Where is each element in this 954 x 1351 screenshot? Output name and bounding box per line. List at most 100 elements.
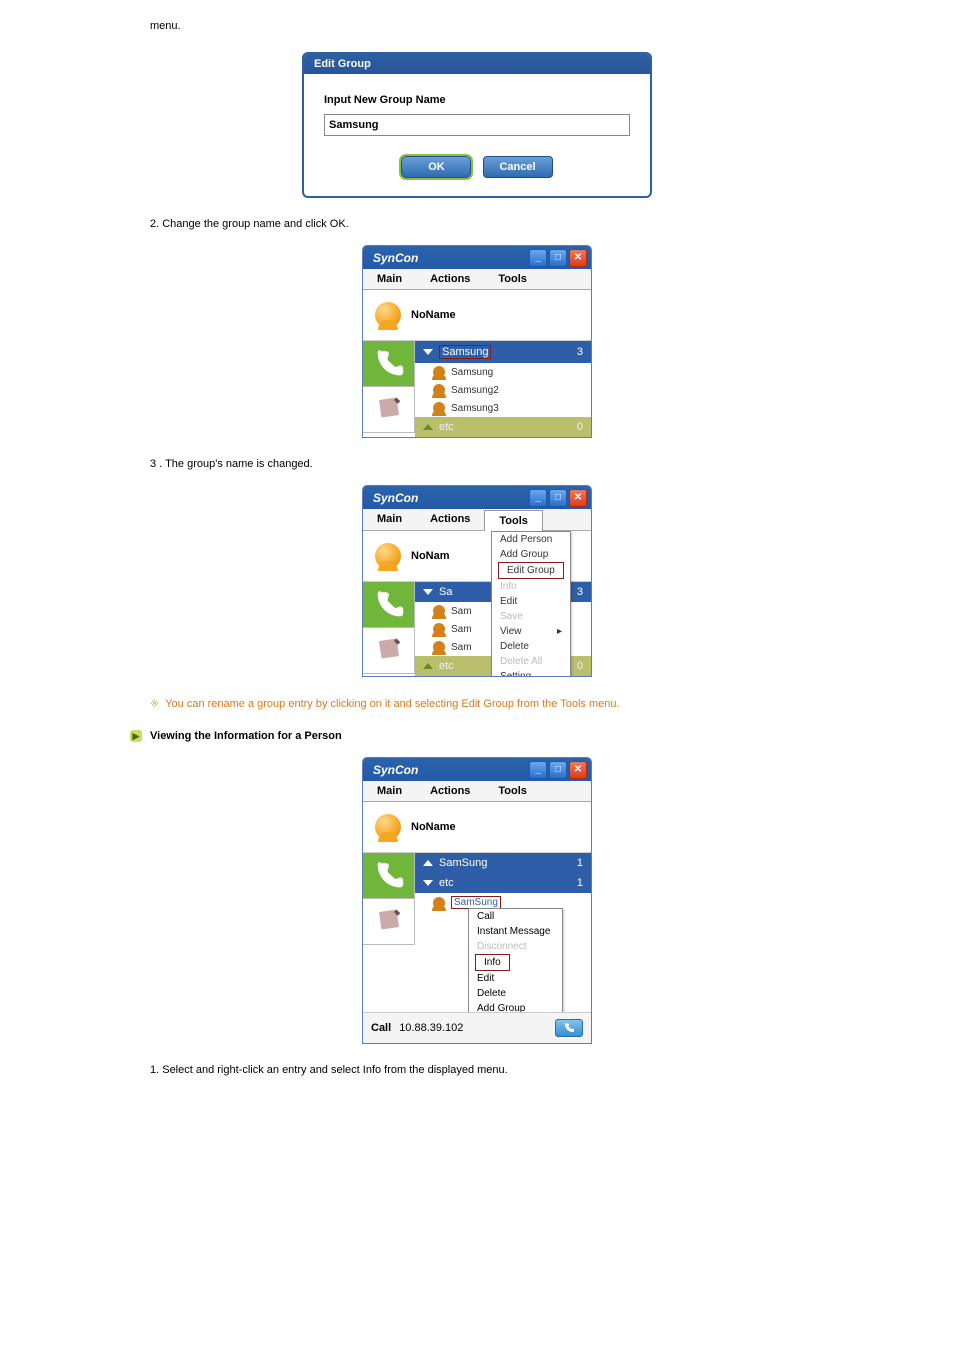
group-b-count: 1 — [577, 877, 583, 889]
tools-dropdown: Add Person Add Group Edit Group Info Edi… — [491, 531, 571, 677]
person-label: Samsung3 — [451, 403, 499, 414]
current-user-label: NoName — [411, 309, 456, 321]
menu-main[interactable]: Main — [363, 509, 416, 530]
mi-delete[interactable]: Delete — [492, 639, 570, 654]
section-header-text: Viewing the Information for a Person — [150, 730, 342, 742]
group-samsung-count: 3 — [577, 586, 583, 598]
sidebar-contacts-icon[interactable] — [363, 341, 414, 387]
menu-tools[interactable]: Tools — [484, 510, 543, 531]
current-user-label: NoNam — [411, 550, 450, 562]
sidebar-contacts-icon[interactable] — [363, 582, 414, 628]
group-samsung-count: 3 — [577, 346, 583, 358]
cancel-button[interactable]: Cancel — [483, 156, 553, 178]
mi-info: Info — [492, 579, 570, 594]
syncon-title: SynCon — [373, 491, 418, 505]
syncon-title: SynCon — [373, 763, 418, 777]
menubar: Main Actions Tools — [363, 269, 591, 290]
group-a-count: 1 — [577, 857, 583, 869]
person-row[interactable]: Samsung — [415, 363, 591, 381]
maximize-icon[interactable]: □ — [549, 761, 567, 779]
sidebar-notes-icon[interactable] — [363, 387, 414, 433]
person-icon — [433, 605, 445, 617]
user-avatar-icon — [375, 814, 401, 840]
step-3-text: 3 . The group's name is changed. — [150, 458, 804, 470]
ctx-call[interactable]: Call — [469, 909, 562, 924]
person-row[interactable]: Samsung2 — [415, 381, 591, 399]
mi-add-group[interactable]: Add Group — [492, 547, 570, 562]
sidebar-contacts-icon[interactable] — [363, 853, 414, 899]
context-menu: Call Instant Message Disconnect Info Edi… — [468, 908, 563, 1012]
group-samsung-label: Samsung — [439, 345, 491, 359]
input-new-group-label: Input New Group Name — [324, 94, 630, 106]
mi-save: Save — [492, 609, 570, 624]
chevron-up-icon — [423, 860, 433, 866]
menu-tools[interactable]: Tools — [484, 269, 541, 289]
ctx-delete[interactable]: Delete — [469, 986, 562, 1001]
person-label: Samsung2 — [451, 385, 499, 396]
menu-actions[interactable]: Actions — [416, 509, 484, 530]
syncon-window-2: SynCon _ □ ✕ Main Actions Tools Add Pers… — [362, 485, 592, 677]
ctx-disconnect: Disconnect — [469, 939, 562, 954]
call-button[interactable] — [555, 1019, 583, 1037]
syncon-window-3: SynCon _ □ ✕ Main Actions Tools NoName S… — [362, 757, 592, 1044]
ctx-edit[interactable]: Edit — [469, 971, 562, 986]
group-etc-count: 0 — [577, 660, 583, 672]
group-etc[interactable]: etc 1 — [415, 873, 591, 893]
menu-main[interactable]: Main — [363, 269, 416, 289]
person-icon — [433, 897, 445, 909]
step-2-text: 2. Change the group name and click OK. — [150, 218, 804, 230]
step-1-bottom-text: 1. Select and right-click an entry and s… — [150, 1064, 804, 1076]
person-row[interactable]: Samsung3 — [415, 399, 591, 417]
chevron-up-icon — [423, 424, 433, 430]
current-user-row: NoName — [363, 802, 591, 853]
menu-actions[interactable]: Actions — [416, 269, 484, 289]
group-samsung[interactable]: SamSung 1 — [415, 853, 591, 873]
maximize-icon[interactable]: □ — [549, 489, 567, 507]
group-etc-label: etc — [439, 421, 454, 433]
menu-tools[interactable]: Tools — [484, 781, 541, 801]
group-samsung[interactable]: Samsung 3 — [415, 341, 591, 363]
ok-button[interactable]: OK — [401, 156, 471, 178]
call-label: Call — [371, 1022, 391, 1034]
group-etc-label: etc — [439, 660, 454, 672]
maximize-icon[interactable]: □ — [549, 249, 567, 267]
section-bullet-icon: ▶ — [130, 730, 142, 742]
person-label: Sam — [451, 606, 472, 617]
mi-add-person[interactable]: Add Person — [492, 532, 570, 547]
note-text: You can rename a group entry by clicking… — [165, 698, 619, 710]
person-icon — [433, 366, 445, 378]
close-icon[interactable]: ✕ — [569, 249, 587, 267]
sidebar-notes-icon[interactable] — [363, 628, 414, 674]
user-avatar-icon — [375, 543, 401, 569]
sidebar-notes-icon[interactable] — [363, 899, 414, 945]
ctx-add-group[interactable]: Add Group — [469, 1001, 562, 1012]
current-user-label: NoName — [411, 821, 456, 833]
mi-view[interactable]: View — [492, 624, 570, 639]
chevron-down-icon — [423, 880, 433, 886]
close-icon[interactable]: ✕ — [569, 489, 587, 507]
group-etc-count: 0 — [577, 421, 583, 433]
person-icon — [433, 384, 445, 396]
minimize-icon[interactable]: _ — [529, 249, 547, 267]
ctx-info[interactable]: Info — [475, 954, 510, 971]
group-b-label: etc — [439, 877, 454, 889]
person-icon — [433, 641, 445, 653]
person-label: Sam — [451, 642, 472, 653]
close-icon[interactable]: ✕ — [569, 761, 587, 779]
group-etc[interactable]: etc 0 — [415, 417, 591, 437]
person-label: Samsung — [451, 367, 493, 378]
edit-group-dialog: Edit Group Input New Group Name OK Cance… — [302, 52, 652, 198]
minimize-icon[interactable]: _ — [529, 489, 547, 507]
group-name-input[interactable] — [324, 114, 630, 136]
chevron-up-icon — [423, 663, 433, 669]
chevron-down-icon — [423, 589, 433, 595]
ctx-im[interactable]: Instant Message — [469, 924, 562, 939]
mi-edit[interactable]: Edit — [492, 594, 570, 609]
menu-main[interactable]: Main — [363, 781, 416, 801]
minimize-icon[interactable]: _ — [529, 761, 547, 779]
menu-actions[interactable]: Actions — [416, 781, 484, 801]
menubar: Main Actions Tools — [363, 509, 591, 531]
mi-edit-group[interactable]: Edit Group — [498, 562, 564, 579]
group-samsung-label: Sa — [439, 586, 452, 598]
mi-setting[interactable]: Setting — [492, 669, 570, 677]
